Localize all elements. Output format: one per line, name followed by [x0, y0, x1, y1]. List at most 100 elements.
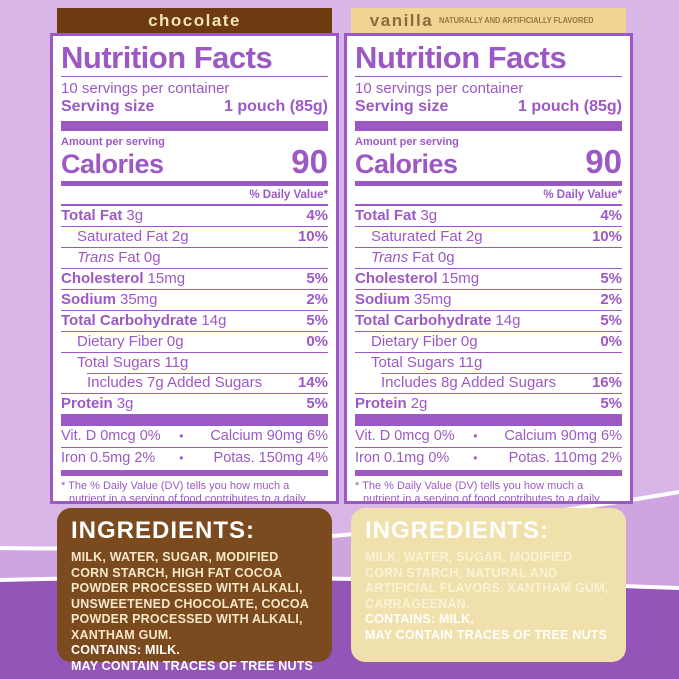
may-contain-statement: MAY CONTAIN TRACES OF TREE NUTS — [71, 658, 314, 673]
divider-bar — [61, 181, 328, 186]
calories-label: Calories — [355, 149, 458, 179]
servings-per-container: 10 servings per container — [355, 80, 524, 97]
nutrient-name: Dietary Fiber — [371, 333, 457, 350]
nutrition-facts-card: Nutrition Facts 10 servings per containe… — [344, 33, 633, 504]
vitamin-row-1: Vit. D 0mcg 0% • Calcium 90mg 6% — [355, 426, 622, 448]
nutrient-row-saturated-fat: Saturated Fat 2g 10% — [61, 226, 328, 247]
vitamin-right: Potas. 150mg 4% — [213, 450, 328, 466]
nutrient-dv: 14% — [297, 374, 328, 391]
nutrient-row-cholesterol: Cholesterol 15mg 5% — [355, 268, 622, 289]
flavor-name: chocolate — [148, 11, 241, 30]
nutrient-amount: 0g — [460, 333, 478, 350]
vitamin-row-1: Vit. D 0mcg 0% • Calcium 90mg 6% — [61, 426, 328, 448]
vitamin-right: Calcium 90mg 6% — [504, 428, 622, 444]
flavor-name: vanilla — [369, 11, 434, 30]
nutrient-amount: 15mg — [147, 270, 186, 287]
labels-container: chocolate Nutrition Facts 10 servings pe… — [50, 8, 633, 673]
vanilla-ingredients-panel: INGREDIENTS: MILK, WATER, SUGAR, MODIFIE… — [351, 508, 626, 662]
nutrient-row-dietary-fiber: Dietary Fiber 0g 0% — [355, 331, 622, 352]
ingredients-list: MILK, WATER, SUGAR, MODIFIED CORN STARCH… — [71, 550, 309, 642]
nutrient-name: Cholesterol — [355, 270, 438, 287]
nutrient-name: Total Sugars — [371, 354, 455, 371]
contains-statement: CONTAINS: MILK. — [71, 643, 181, 657]
calories-value: 90 — [291, 143, 328, 180]
vitamin-right: Calcium 90mg 6% — [210, 428, 328, 444]
nutrient-dv: 5% — [306, 270, 328, 287]
nutrient-name: Fat — [412, 249, 434, 266]
nutrient-amount: 35mg — [120, 291, 158, 308]
vanilla-label: vanilla NATURALLY AND ARTIFICIALLY FLAVO… — [344, 8, 633, 662]
vanilla-flavor-band: vanilla NATURALLY AND ARTIFICIALLY FLAVO… — [351, 8, 626, 33]
vitamin-row-2: Iron 0.5mg 2% • Potas. 150mg 4% — [61, 448, 328, 469]
nutrient-dv: 0% — [306, 333, 328, 350]
nutrient-amount: 2g — [465, 228, 483, 245]
nutrient-row-total-fat: Total Fat 3g 4% — [355, 206, 622, 226]
nutrient-row-carbohydrate: Total Carbohydrate 14g 5% — [355, 310, 622, 331]
bullet-separator: • — [473, 429, 478, 443]
nutrient-amount: 3g — [126, 207, 144, 224]
nutrient-amount: 2g — [410, 395, 428, 412]
nutrient-name: Includes 8g Added Sugars — [381, 374, 557, 391]
nutrient-row-added-sugars: Includes 8g Added Sugars 16% — [355, 373, 622, 393]
nutrient-dv: 5% — [600, 312, 622, 329]
flavor-subtitle: NATURALLY AND ARTIFICIALLY FLAVORED — [439, 15, 594, 25]
nutrient-row-sodium: Sodium 35mg 2% — [61, 289, 328, 310]
ingredients-list: MILK, WATER, SUGAR, MODIFIED CORN STARCH… — [365, 550, 609, 611]
daily-value-header: % Daily Value* — [355, 186, 622, 206]
nutrient-name: Includes 7g Added Sugars — [87, 374, 263, 391]
divider-bar — [355, 181, 622, 186]
nutrient-name: Total Fat — [355, 207, 417, 224]
serving-size-value: 1 pouch (85g) — [223, 98, 328, 115]
nutrient-amount: 0g — [437, 249, 455, 266]
nutrient-name: Protein — [355, 395, 407, 412]
serving-size-row: Serving size 1 pouch (85g) — [61, 97, 328, 116]
nutrient-row-carbohydrate: Total Carbohydrate 14g 5% — [61, 310, 328, 331]
bullet-separator: • — [179, 451, 184, 465]
nutrient-row-protein: Protein 3g 5% — [61, 393, 328, 414]
nutrient-dv: 2% — [306, 291, 328, 308]
nutrient-amount: 3g — [116, 395, 134, 412]
nutrition-facts-title: Nutrition Facts — [61, 41, 328, 77]
nutrition-facts-title: Nutrition Facts — [355, 41, 622, 77]
daily-value-footnote: * The % Daily Value (DV) tells you how m… — [61, 479, 306, 504]
nutrient-name: Saturated Fat — [77, 228, 168, 245]
nutrient-amount: 3g — [420, 207, 438, 224]
ingredients-heading: INGREDIENTS: — [71, 517, 256, 544]
nutrient-row-total-fat: Total Fat 3g 4% — [61, 206, 328, 226]
contains-statement: CONTAINS: MILK. — [365, 612, 475, 626]
nutrient-row-sodium: Sodium 35mg 2% — [355, 289, 622, 310]
divider-bar — [355, 414, 622, 426]
nutrient-name-italic: Trans — [371, 249, 409, 266]
nutrient-dv: 5% — [600, 395, 622, 412]
vitamin-left: Vit. D 0mcg 0% — [61, 428, 161, 444]
nutrient-dv: 2% — [600, 291, 622, 308]
nutrient-name: Total Carbohydrate — [61, 312, 198, 329]
divider-bar — [61, 469, 328, 476]
vitamin-left: Iron 0.1mg 0% — [355, 450, 450, 466]
nutrient-dv: 5% — [306, 312, 328, 329]
ingredients-heading: INGREDIENTS: — [365, 517, 550, 544]
divider-bar — [355, 469, 622, 476]
daily-value-footnote: * The % Daily Value (DV) tells you how m… — [355, 479, 600, 504]
nutrient-dv: 4% — [600, 207, 622, 224]
serving-size-label: Serving size — [61, 98, 155, 115]
bullet-separator: • — [473, 451, 478, 465]
nutrient-row-dietary-fiber: Dietary Fiber 0g 0% — [61, 331, 328, 352]
may-contain-statement: MAY CONTAIN TRACES OF TREE NUTS — [365, 627, 608, 642]
nutrient-dv: 5% — [306, 395, 328, 412]
vitamin-row-2: Iron 0.1mg 0% • Potas. 110mg 2% — [355, 448, 622, 469]
nutrient-dv: 16% — [591, 374, 622, 391]
chocolate-flavor-band: chocolate — [57, 8, 332, 33]
vitamin-left: Vit. D 0mcg 0% — [355, 428, 455, 444]
nutrient-row-trans-fat: Trans Fat 0g — [61, 247, 328, 268]
serving-size-value: 1 pouch (85g) — [517, 98, 622, 115]
vitamin-right: Potas. 110mg 2% — [508, 450, 622, 466]
nutrient-row-total-sugars: Total Sugars 11g — [61, 352, 328, 373]
divider-bar — [355, 121, 622, 131]
nutrient-dv: 10% — [297, 228, 328, 245]
chocolate-ingredients-panel: INGREDIENTS: MILK, WATER, SUGAR, MODIFIE… — [57, 508, 332, 673]
nutrient-amount: 11g — [164, 354, 189, 371]
nutrient-dv: 4% — [306, 207, 328, 224]
calories-label: Calories — [61, 149, 164, 179]
